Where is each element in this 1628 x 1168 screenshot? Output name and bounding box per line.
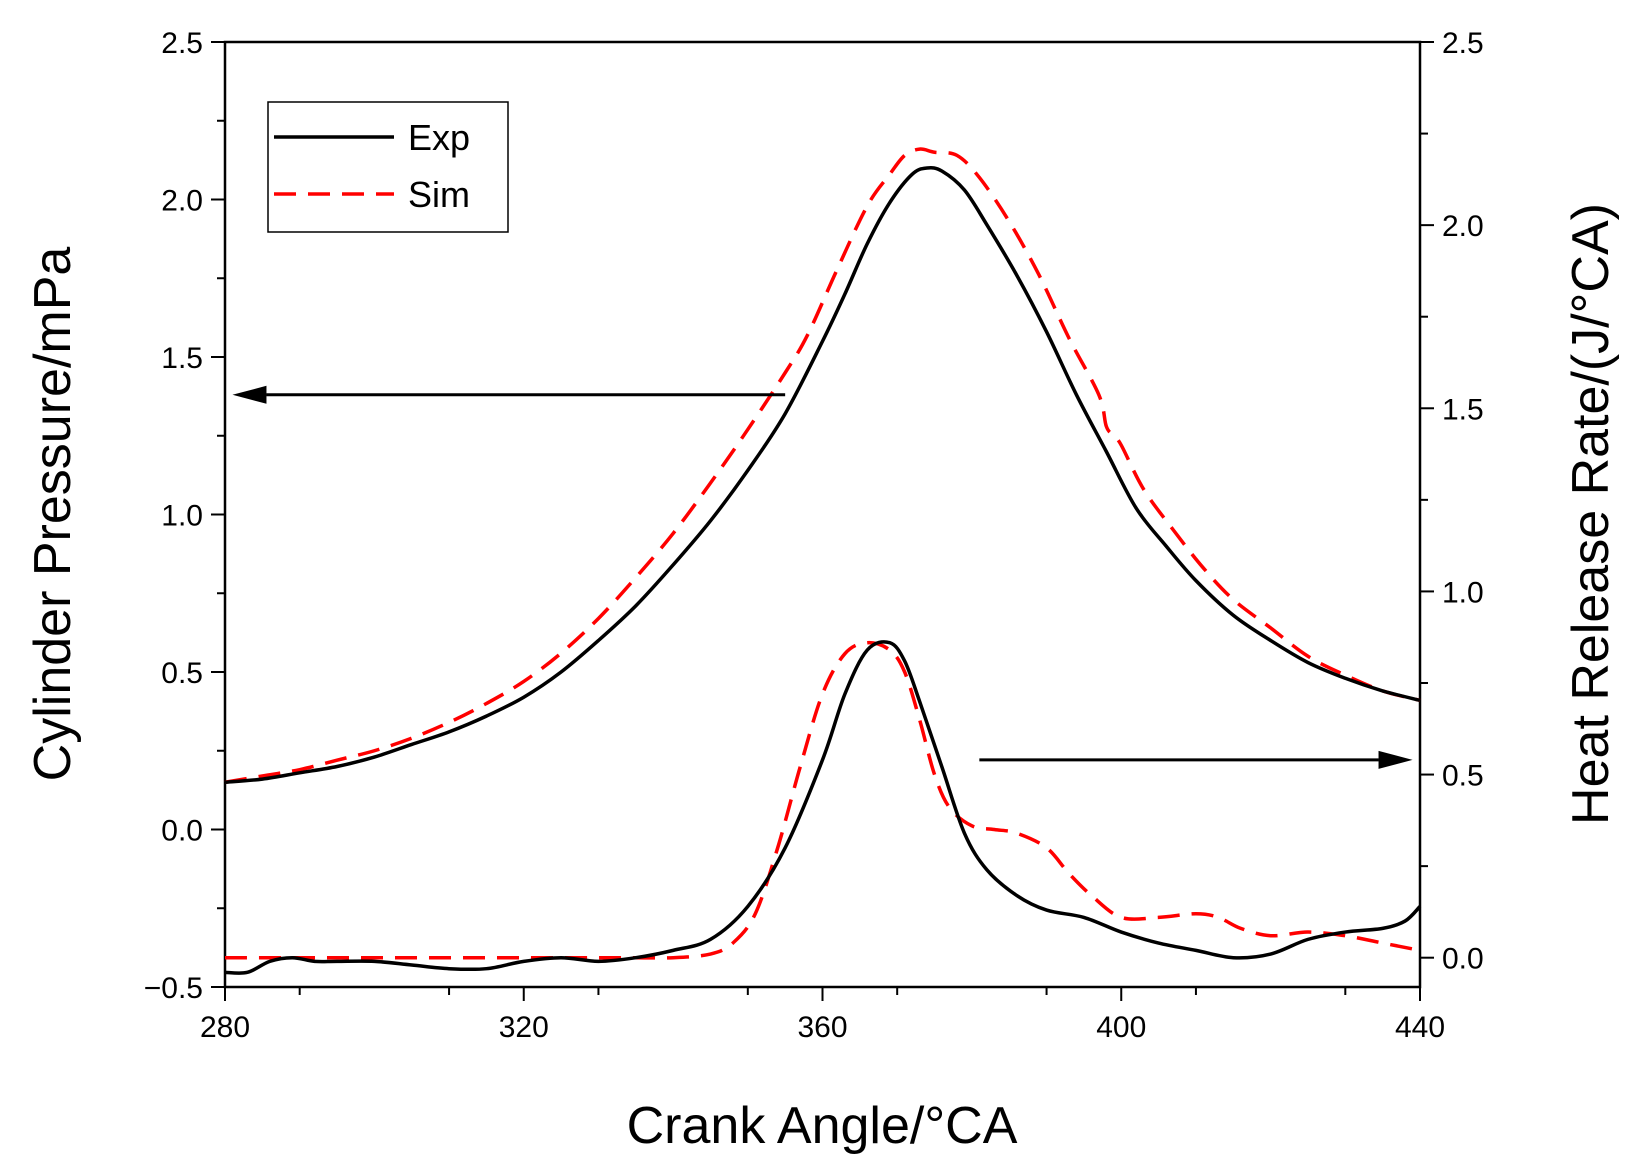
y-left-tick-label: 0.0 (161, 815, 203, 848)
legend-sim-label: Sim (408, 174, 470, 215)
legend-exp-label: Exp (408, 117, 470, 158)
y-left-tick-label: 1.5 (161, 342, 203, 375)
y-right-tick-label: 1.5 (1442, 393, 1484, 426)
y-left-tick-label: 0.5 (161, 657, 203, 690)
series-line-sim-left (224, 147, 1421, 784)
legend: Exp Sim (267, 101, 509, 233)
y-axis-left-title: Cylinder Pressure/mPa (24, 247, 82, 782)
arrows-layer (232, 385, 1413, 769)
y-left-tick-label: 1.0 (161, 500, 203, 533)
x-tick-label: 320 (499, 1011, 549, 1044)
series-layer (224, 147, 1422, 975)
y-right-tick-label: 2.5 (1442, 27, 1484, 60)
ticks-layer: 280 320 360 400 440 −0.5 0.0 0.5 1.0 1.5 2.0 2.5 0.0… (144, 27, 1484, 1044)
y-right-tick-label: 2.0 (1442, 210, 1484, 243)
series-line-exp-right (224, 640, 1422, 975)
x-tick-label: 280 (200, 1011, 250, 1044)
y-axis-right-title: Heat Release Rate/(J/°CA) (1562, 203, 1620, 825)
series-line-sim-right (224, 640, 1421, 960)
x-axis-title: Crank Angle/°CA (627, 1097, 1018, 1155)
y-right-tick-label: 1.0 (1442, 576, 1484, 609)
series-line-exp-left (224, 166, 1421, 784)
y-right-tick-label: 0.5 (1442, 760, 1484, 793)
annotation-arrow-head-left (232, 385, 267, 404)
y-right-tick-label: 0.0 (1442, 943, 1484, 976)
y-left-tick-label: −0.5 (144, 972, 203, 1005)
legend-box (267, 101, 509, 233)
y-left-tick-label: 2.5 (161, 27, 203, 60)
x-tick-label: 400 (1096, 1011, 1146, 1044)
x-tick-label: 360 (797, 1011, 847, 1044)
annotation-arrow-head-right (1378, 750, 1413, 769)
y-left-tick-label: 2.0 (161, 185, 203, 218)
x-tick-label: 440 (1395, 1011, 1445, 1044)
